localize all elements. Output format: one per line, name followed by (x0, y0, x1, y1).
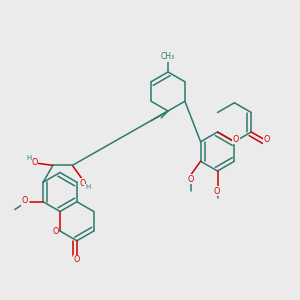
Text: O: O (188, 175, 194, 184)
Text: CH₃: CH₃ (161, 52, 175, 61)
Text: O: O (263, 135, 269, 144)
Text: O: O (74, 256, 80, 265)
Text: H: H (85, 184, 90, 190)
Text: O: O (233, 135, 239, 144)
Text: O: O (52, 226, 59, 236)
Text: O: O (31, 158, 38, 167)
Text: O: O (22, 196, 28, 205)
Text: O: O (80, 179, 86, 188)
Text: O: O (214, 187, 220, 196)
Text: H: H (26, 155, 31, 161)
